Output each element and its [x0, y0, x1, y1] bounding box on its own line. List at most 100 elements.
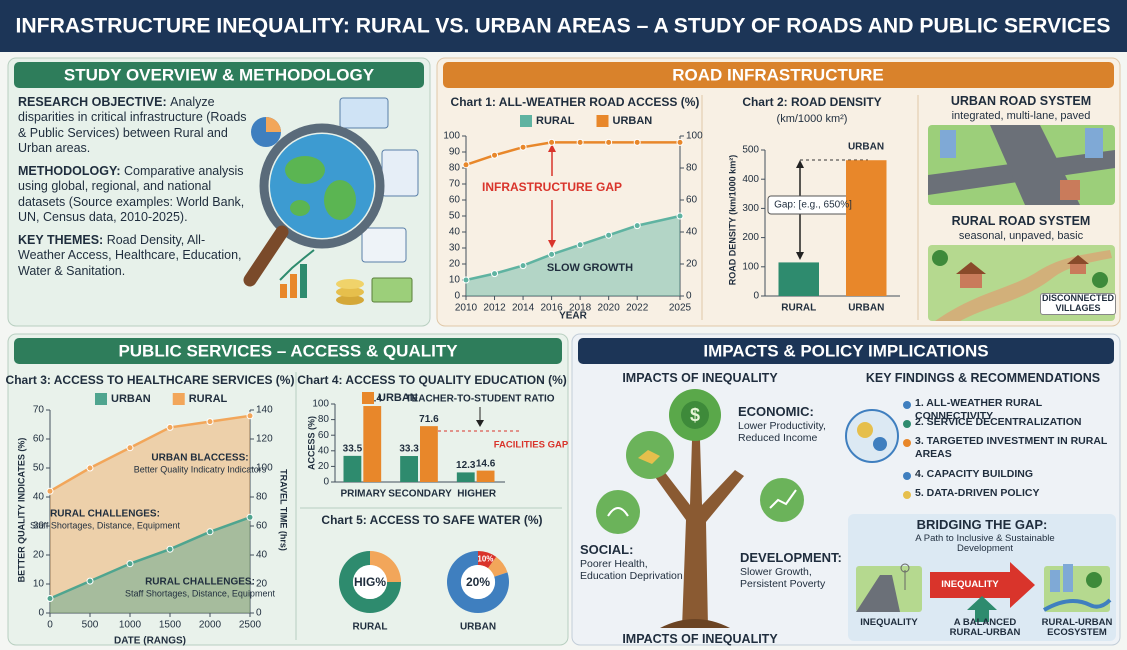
y2-tick-label: 80 [686, 163, 698, 174]
point [606, 139, 612, 145]
annotation-title: RURAL CHALLENGES: [145, 577, 255, 588]
finding-item: 5. DATA-DRIVEN POLICY [915, 487, 1110, 500]
data-label: 71.6 [419, 414, 439, 425]
bar [846, 160, 887, 296]
point [207, 529, 213, 535]
item-label: RESEARCH OBJECTIVE: [18, 95, 167, 109]
point [463, 277, 469, 283]
impact-text: Slower Growth, Persistent Poverty [740, 566, 845, 590]
point [549, 139, 555, 145]
annotation-text: Staff Shortages, Distance, Equipment [30, 520, 180, 530]
tree-footer: IMPACTS OF INEQUALITY [600, 632, 800, 646]
bar [344, 456, 362, 482]
y-tick-label: 0 [454, 291, 460, 302]
y-axis-label: ACCESS (%) [306, 416, 316, 470]
page-title: INFRASTRUCTURE INEQUALITY: RURAL VS. URB… [16, 15, 1111, 38]
y-tick-label: 60 [318, 430, 330, 441]
annotation-title: RURAL CHALLENGES: [50, 509, 160, 520]
y2-axis-label: TRAVEL TIME (hrs) [279, 469, 289, 551]
y-tick-label: 70 [33, 405, 45, 416]
item-label: KEY THEMES: [18, 233, 103, 247]
impacts-title: IMPACTS & POLICY IMPLICATIONS [703, 341, 988, 360]
overview-item: METHODOLOGY: Comparative analysis using … [18, 164, 250, 225]
y-tick-label: 40 [318, 445, 330, 456]
bar [779, 262, 820, 296]
y-tick-label: 400 [742, 174, 759, 185]
tree-title: IMPACTS OF INEQUALITY [600, 371, 800, 385]
y2-tick-label: 80 [256, 492, 268, 503]
point [549, 251, 555, 257]
overview-text: RESEARCH OBJECTIVE: Analyze disparities … [18, 95, 250, 287]
point [634, 139, 640, 145]
x-tick-label: URBAN [848, 303, 884, 314]
point [47, 488, 53, 494]
donut-center: 20% [466, 575, 490, 589]
legend-label: URBAN [111, 393, 151, 405]
x-tick-label: SECONDARY [388, 489, 452, 500]
point [577, 242, 583, 248]
point [634, 223, 640, 229]
annotation: INFRASTRUCTURE GAP [482, 180, 622, 194]
bridge-label: RURAL-URBAN ECOSYSTEM [1036, 618, 1118, 639]
point [247, 413, 253, 419]
y-tick-label: 10 [33, 579, 45, 590]
bridge-subtitle: A Path to Inclusive & Sustainable Develo… [915, 534, 1055, 555]
rural-road-title: RURAL ROAD SYSTEM [925, 214, 1117, 228]
y2-tick-label: 140 [256, 405, 273, 416]
bridge-label: INEQUALITY [850, 618, 928, 628]
y-tick-label: 0 [323, 477, 329, 488]
finding-item: 2. SERVICE DECENTRALIZATION [915, 416, 1110, 429]
annotation-text: Staff Shortages, Distance, Equipment [125, 588, 275, 598]
legend-swatch [362, 392, 374, 404]
bridge-arrow-label: INEQUALITY [930, 579, 1010, 590]
y-tick-label: 10 [449, 275, 461, 286]
impact-text: Lower Productivity, Reduced Income [738, 420, 843, 444]
bar [457, 472, 475, 482]
point [247, 514, 253, 520]
y2-tick-label: 0 [686, 291, 692, 302]
y-tick-label: 40 [449, 227, 461, 238]
y-tick-label: 20 [449, 259, 461, 270]
y-tick-label: 60 [33, 434, 45, 445]
y-tick-label: 100 [443, 131, 460, 142]
annotation-text: Better Quality Indicatry Indicators [134, 464, 267, 474]
chart-subtitle: (km/1000 km²) [777, 113, 848, 125]
overview-item: KEY THEMES: Road Density, All-Weather Ac… [18, 233, 250, 279]
x-tick-label: 2020 [598, 303, 621, 314]
x-tick-label: PRIMARY [340, 489, 386, 500]
y2-tick-label: 20 [686, 259, 698, 270]
annotation: TEACHER-TO-STUDENT RATIO [405, 394, 554, 405]
impact-title: DEVELOPMENT: [740, 550, 842, 565]
point [492, 271, 498, 277]
point [87, 465, 93, 471]
x-tick-label: 2025 [669, 303, 692, 314]
y2-tick-label: 60 [686, 195, 698, 206]
point [677, 139, 683, 145]
legend-label: RURAL [189, 393, 228, 405]
y-tick-label: 100 [312, 399, 329, 410]
x-tick-label: 2012 [483, 303, 506, 314]
page: INFRASTRUCTURE INEQUALITY: RURAL VS. URB… [0, 0, 1127, 650]
findings-title: KEY FINDINGS & RECOMMENDATIONS [852, 371, 1114, 385]
donut-label: URBAN [460, 622, 496, 633]
item-label: METHODOLOGY: [18, 164, 121, 178]
finding-item: 4. CAPACITY BUILDING [915, 468, 1110, 481]
x-tick-label: HIGHER [457, 489, 497, 500]
y-tick-label: 20 [33, 550, 45, 561]
chart-title: Chart 5: ACCESS TO SAFE WATER (%) [321, 513, 542, 527]
point [167, 424, 173, 430]
y-tick-label: 70 [449, 179, 461, 190]
y-tick-label: 60 [449, 195, 461, 206]
point [463, 162, 469, 168]
services-title: PUBLIC SERVICES – ACCESS & QUALITY [118, 341, 458, 360]
overview-item: RESEARCH OBJECTIVE: Analyze disparities … [18, 95, 250, 156]
y-tick-label: 80 [318, 414, 330, 425]
point [677, 213, 683, 219]
legend-label: URBAN [613, 115, 653, 127]
chart-title: Chart 1: ALL-WEATHER ROAD ACCESS (%) [451, 95, 700, 109]
finding-item: 3. TARGETED INVESTMENT IN RURAL AREAS [915, 435, 1110, 460]
point [167, 546, 173, 552]
point [577, 139, 583, 145]
point [520, 263, 526, 269]
y2-tick-label: 40 [686, 227, 698, 238]
